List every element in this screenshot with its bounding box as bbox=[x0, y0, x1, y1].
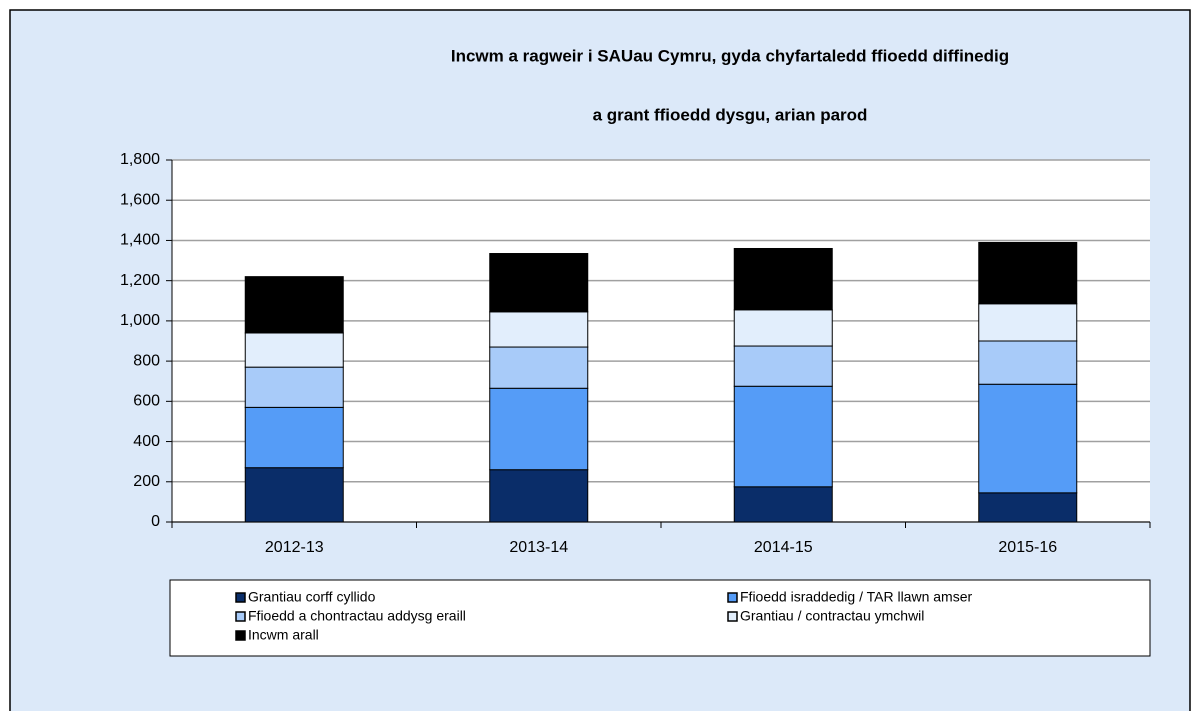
legend-label: Grantiau corff cyllido bbox=[248, 589, 376, 605]
bar-segment bbox=[978, 383, 1078, 494]
y-tick-label: 1,400 bbox=[120, 232, 160, 249]
x-tick-label: 2014-15 bbox=[754, 539, 813, 556]
y-tick-label: 1,000 bbox=[120, 312, 160, 329]
bar-segment bbox=[733, 309, 833, 347]
y-tick-label: 1,200 bbox=[120, 272, 160, 289]
x-tick-label: 2012-13 bbox=[265, 539, 324, 556]
bar-segment bbox=[489, 253, 589, 313]
legend-label: Incwm arall bbox=[248, 627, 319, 643]
bar-segment bbox=[978, 241, 1078, 305]
bar-segment bbox=[489, 469, 589, 523]
x-tick-label: 2013-14 bbox=[509, 539, 568, 556]
bar-segment bbox=[244, 366, 344, 408]
bar-segment bbox=[978, 340, 1078, 385]
chart-title: Incwm a ragweir i SAUau Cymru, gyda chyf… bbox=[451, 46, 1009, 65]
legend-label: Ffioedd israddedig / TAR llawn amser bbox=[740, 589, 972, 605]
bar-segment bbox=[733, 486, 833, 523]
legend-swatch bbox=[235, 592, 246, 603]
y-tick-label: 1,800 bbox=[120, 151, 160, 168]
bar-segment bbox=[244, 406, 344, 469]
y-tick-label: 600 bbox=[133, 393, 160, 410]
chart-title: a grant ffioedd dysgu, arian parod bbox=[593, 105, 868, 124]
bar-segment bbox=[733, 345, 833, 387]
legend-swatch bbox=[235, 611, 246, 622]
y-tick-label: 400 bbox=[133, 433, 160, 450]
y-tick-label: 0 bbox=[151, 513, 160, 530]
legend-swatch bbox=[727, 611, 738, 622]
bar-segment bbox=[244, 467, 344, 523]
legend bbox=[169, 579, 1151, 657]
legend-label: Grantiau / contractau ymchwil bbox=[740, 608, 924, 624]
y-tick-label: 1,600 bbox=[120, 191, 160, 208]
y-tick-label: 800 bbox=[133, 352, 160, 369]
bar-segment bbox=[733, 247, 833, 311]
bar-segment bbox=[489, 346, 589, 389]
y-tick-label: 200 bbox=[133, 473, 160, 490]
bar-segment bbox=[978, 303, 1078, 342]
legend-swatch bbox=[235, 630, 246, 641]
bar-segment bbox=[244, 276, 344, 334]
legend-label: Ffioedd a chontractau addysg eraill bbox=[248, 608, 466, 624]
bar-segment bbox=[733, 385, 833, 488]
bar-segment bbox=[489, 311, 589, 348]
bar-segment bbox=[978, 492, 1078, 523]
legend-swatch bbox=[727, 592, 738, 603]
bar-segment bbox=[244, 332, 344, 368]
bar-segment bbox=[489, 387, 589, 471]
x-tick-label: 2015-16 bbox=[998, 539, 1057, 556]
